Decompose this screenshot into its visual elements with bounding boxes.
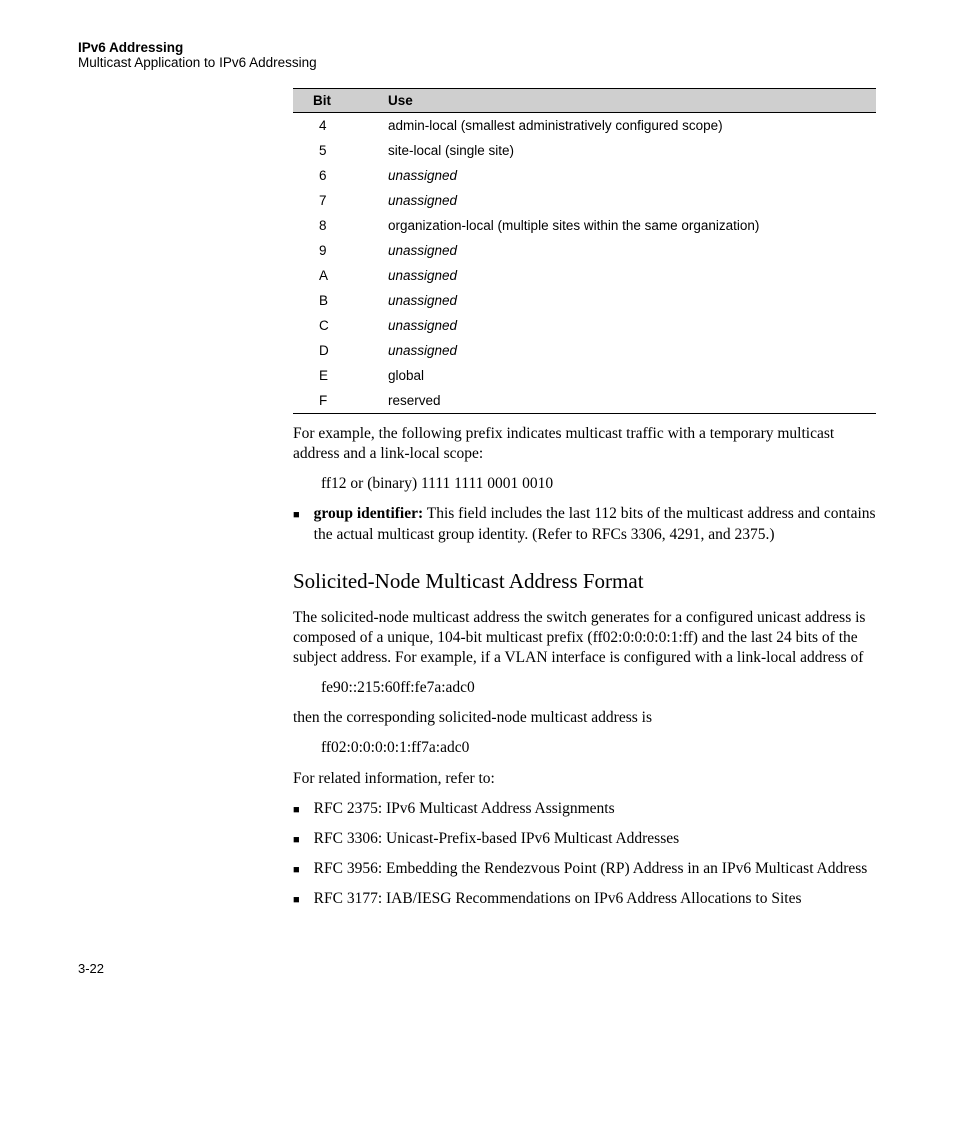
header-subtitle: Multicast Application to IPv6 Addressing <box>78 55 876 70</box>
table-cell-use: unassigned <box>378 288 876 313</box>
table-row: 6unassigned <box>293 163 876 188</box>
solicited-address-2: ff02:0:0:0:0:1:ff7a:adc0 <box>321 738 876 758</box>
table-cell-bit: 7 <box>293 188 378 213</box>
table-cell-use: admin-local (smallest administratively c… <box>378 113 876 139</box>
group-identifier-bullet: ■ group identifier: This field includes … <box>293 504 876 544</box>
table-row: Aunassigned <box>293 263 876 288</box>
rfc-text: RFC 3306: Unicast-Prefix-based IPv6 Mult… <box>314 829 876 849</box>
table-cell-bit: 4 <box>293 113 378 139</box>
square-bullet-icon: ■ <box>293 859 300 881</box>
page-number: 3-22 <box>78 961 876 976</box>
main-content: Bit Use 4admin-local (smallest administr… <box>293 88 876 911</box>
table-cell-use: reserved <box>378 388 876 414</box>
square-bullet-icon: ■ <box>293 829 300 851</box>
table-cell-use: unassigned <box>378 188 876 213</box>
table-cell-bit: E <box>293 363 378 388</box>
table-cell-use: unassigned <box>378 338 876 363</box>
related-intro: For related information, refer to: <box>293 769 876 789</box>
table-cell-bit: F <box>293 388 378 414</box>
table-cell-bit: 9 <box>293 238 378 263</box>
page-header: IPv6 Addressing Multicast Application to… <box>78 40 876 70</box>
table-cell-bit: C <box>293 313 378 338</box>
rfc-text: RFC 3177: IAB/IESG Recommendations on IP… <box>314 889 876 909</box>
table-row: 9unassigned <box>293 238 876 263</box>
solicited-paragraph-1: The solicited-node multicast address the… <box>293 608 876 668</box>
rfc-list: ■ RFC 2375: IPv6 Multicast Address Assign… <box>293 799 876 911</box>
square-bullet-icon: ■ <box>293 504 300 526</box>
table-row: 5site-local (single site) <box>293 138 876 163</box>
table-row: Cunassigned <box>293 313 876 338</box>
table-cell-use: global <box>378 363 876 388</box>
table-cell-use: organization-local (multiple sites withi… <box>378 213 876 238</box>
table-row: 7unassigned <box>293 188 876 213</box>
table-cell-use: site-local (single site) <box>378 138 876 163</box>
table-row: Freserved <box>293 388 876 414</box>
table-cell-bit: A <box>293 263 378 288</box>
example-prefix: ff12 or (binary) 1111 1111 0001 0010 <box>321 474 876 494</box>
table-cell-use: unassigned <box>378 263 876 288</box>
table-cell-use: unassigned <box>378 238 876 263</box>
table-head-use: Use <box>378 89 876 113</box>
table-row: Dunassigned <box>293 338 876 363</box>
table-cell-bit: 8 <box>293 213 378 238</box>
group-identifier-label: group identifier: <box>314 505 424 522</box>
table-cell-bit: 5 <box>293 138 378 163</box>
rfc-item: ■ RFC 3177: IAB/IESG Recommendations on I… <box>293 889 876 911</box>
rfc-item: ■ RFC 2375: IPv6 Multicast Address Assign… <box>293 799 876 821</box>
bit-use-table: Bit Use 4admin-local (smallest administr… <box>293 88 876 414</box>
table-cell-bit: D <box>293 338 378 363</box>
group-identifier-text: group identifier: This field includes th… <box>314 504 876 544</box>
header-title: IPv6 Addressing <box>78 40 876 55</box>
rfc-text: RFC 2375: IPv6 Multicast Address Assignm… <box>314 799 876 819</box>
rfc-item: ■ RFC 3956: Embedding the Rendezvous Poin… <box>293 859 876 881</box>
table-cell-bit: 6 <box>293 163 378 188</box>
rfc-text: RFC 3956: Embedding the Rendezvous Point… <box>314 859 876 879</box>
table-cell-use: unassigned <box>378 163 876 188</box>
section-heading: Solicited-Node Multicast Address Format <box>293 569 876 594</box>
table-cell-bit: B <box>293 288 378 313</box>
table-cell-use: unassigned <box>378 313 876 338</box>
rfc-item: ■ RFC 3306: Unicast-Prefix-based IPv6 Mul… <box>293 829 876 851</box>
example-intro: For example, the following prefix indica… <box>293 424 876 464</box>
table-row: Bunassigned <box>293 288 876 313</box>
solicited-paragraph-2: then the corresponding solicited-node mu… <box>293 708 876 728</box>
solicited-address-1: fe90::215:60ff:fe7a:adc0 <box>321 678 876 698</box>
table-row: 4admin-local (smallest administratively … <box>293 113 876 139</box>
table-row: 8organization-local (multiple sites with… <box>293 213 876 238</box>
square-bullet-icon: ■ <box>293 889 300 911</box>
table-row: Eglobal <box>293 363 876 388</box>
square-bullet-icon: ■ <box>293 799 300 821</box>
table-head-bit: Bit <box>293 89 378 113</box>
